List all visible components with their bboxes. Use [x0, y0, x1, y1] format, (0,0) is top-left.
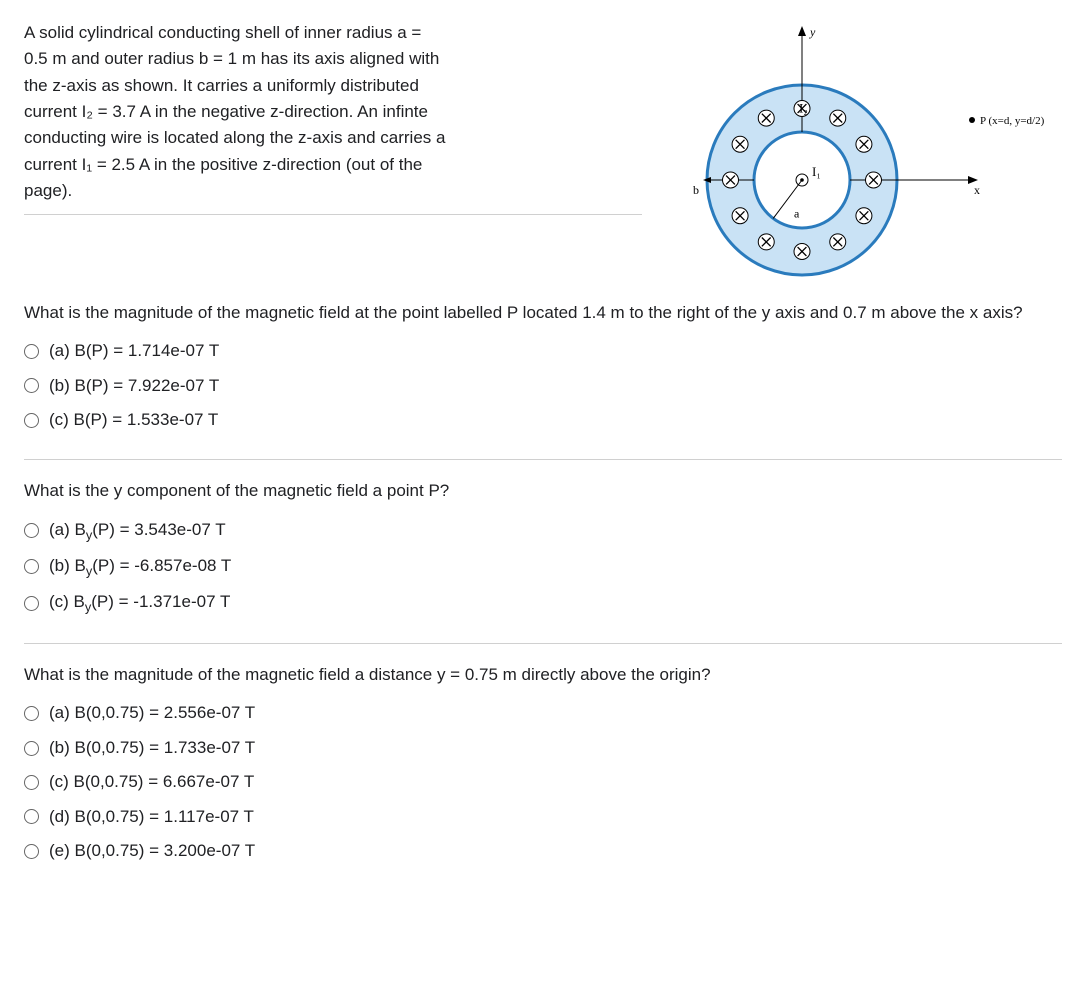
problem-line: page). [24, 181, 72, 200]
question-2: What is the y component of the magnetic … [24, 478, 1062, 621]
svg-text:I₁: I₁ [812, 164, 821, 179]
question-3: What is the magnitude of the magnetic fi… [24, 662, 1062, 868]
problem-line: current I₁ = 2.5 A in the positive z-dir… [24, 155, 422, 174]
shell-diagram: y x b a I₁ I₂ P (x=d, y=d/2) [662, 20, 1062, 290]
option-label: (a) By(P) = 3.543e-07 T [49, 517, 226, 545]
question-text: What is the y component of the magnetic … [24, 478, 1062, 504]
radio-icon[interactable] [24, 844, 39, 859]
answer-option[interactable]: (d) B(0,0.75) = 1.117e-07 T [24, 800, 1062, 834]
problem-statement: A solid cylindrical conducting shell of … [24, 20, 642, 290]
svg-text:a: a [794, 206, 800, 220]
option-label: (c) B(0,0.75) = 6.667e-07 T [49, 769, 254, 795]
radio-icon[interactable] [24, 523, 39, 538]
option-label: (b) By(P) = -6.857e-08 T [49, 553, 231, 581]
question-text: What is the magnitude of the magnetic fi… [24, 662, 1062, 688]
option-label: (d) B(0,0.75) = 1.117e-07 T [49, 804, 254, 830]
svg-text:P (x=d, y=d/2): P (x=d, y=d/2) [980, 115, 1045, 127]
answer-option[interactable]: (b) B(0,0.75) = 1.733e-07 T [24, 731, 1062, 765]
svg-text:y: y [809, 25, 816, 39]
answer-option[interactable]: (c) By(P) = -1.371e-07 T [24, 585, 1062, 621]
answer-option[interactable]: (b) B(P) = 7.922e-07 T [24, 369, 1062, 403]
option-label: (c) By(P) = -1.371e-07 T [49, 589, 230, 617]
problem-line: 0.5 m and outer radius b = 1 m has its a… [24, 49, 439, 68]
svg-text:x: x [974, 183, 980, 197]
option-label: (b) B(P) = 7.922e-07 T [49, 373, 219, 399]
option-label: (b) B(0,0.75) = 1.733e-07 T [49, 735, 255, 761]
diagram-container: y x b a I₁ I₂ P (x=d, y=d/2) [662, 20, 1062, 290]
problem-line: current I₂ = 3.7 A in the negative z-dir… [24, 102, 428, 121]
svg-text:b: b [693, 183, 699, 197]
problem-line: conducting wire is located along the z-a… [24, 128, 445, 147]
radio-icon[interactable] [24, 741, 39, 756]
separator [24, 643, 1062, 644]
radio-icon[interactable] [24, 775, 39, 790]
radio-icon[interactable] [24, 596, 39, 611]
problem-line: the z-axis as shown. It carries a unifor… [24, 76, 419, 95]
problem-line: A solid cylindrical conducting shell of … [24, 23, 421, 42]
answer-option[interactable]: (a) B(0,0.75) = 2.556e-07 T [24, 696, 1062, 730]
answer-option[interactable]: (c) B(0,0.75) = 6.667e-07 T [24, 765, 1062, 799]
radio-icon[interactable] [24, 344, 39, 359]
option-label: (c) B(P) = 1.533e-07 T [49, 407, 218, 433]
separator [24, 214, 642, 215]
option-label: (a) B(P) = 1.714e-07 T [49, 338, 219, 364]
answer-option[interactable]: (a) By(P) = 3.543e-07 T [24, 513, 1062, 549]
radio-icon[interactable] [24, 809, 39, 824]
question-text: What is the magnitude of the magnetic fi… [24, 300, 1062, 326]
answer-option[interactable]: (b) By(P) = -6.857e-08 T [24, 549, 1062, 585]
radio-icon[interactable] [24, 706, 39, 721]
option-label: (e) B(0,0.75) = 3.200e-07 T [49, 838, 255, 864]
answer-option[interactable]: (c) B(P) = 1.533e-07 T [24, 403, 1062, 437]
svg-text:I₂: I₂ [799, 101, 808, 116]
radio-icon[interactable] [24, 413, 39, 428]
separator [24, 459, 1062, 460]
option-label: (a) B(0,0.75) = 2.556e-07 T [49, 700, 255, 726]
radio-icon[interactable] [24, 559, 39, 574]
answer-option[interactable]: (a) B(P) = 1.714e-07 T [24, 334, 1062, 368]
radio-icon[interactable] [24, 378, 39, 393]
answer-option[interactable]: (e) B(0,0.75) = 3.200e-07 T [24, 834, 1062, 868]
question-1: What is the magnitude of the magnetic fi… [24, 300, 1062, 437]
